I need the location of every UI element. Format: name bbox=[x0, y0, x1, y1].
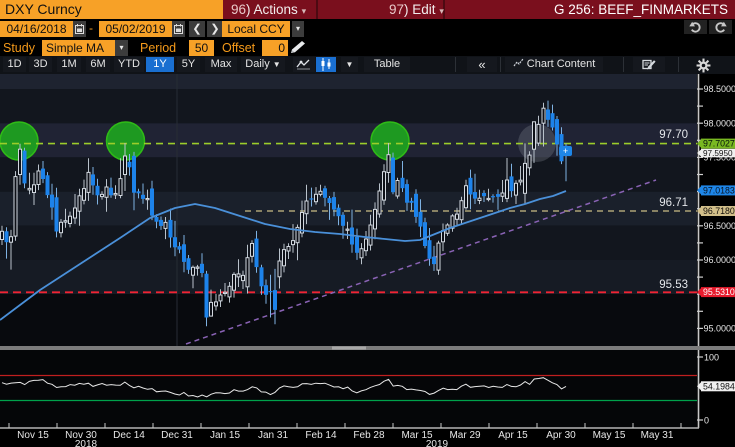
svg-text:Dec 14: Dec 14 bbox=[113, 430, 145, 441]
svg-text:May 31: May 31 bbox=[641, 430, 674, 441]
svg-text:96.7180: 96.7180 bbox=[703, 206, 735, 216]
svg-text:Nov 30: Nov 30 bbox=[65, 430, 97, 441]
svg-text:Jan 31: Jan 31 bbox=[258, 430, 288, 441]
svg-text:95.53: 95.53 bbox=[659, 279, 688, 291]
svg-text:2019: 2019 bbox=[426, 439, 449, 447]
svg-text:Mar 15: Mar 15 bbox=[401, 430, 433, 441]
svg-text:Apr 30: Apr 30 bbox=[546, 430, 576, 441]
svg-text:95.0000: 95.0000 bbox=[704, 324, 735, 334]
svg-text:Feb 14: Feb 14 bbox=[305, 430, 337, 441]
svg-text:Apr 15: Apr 15 bbox=[498, 430, 528, 441]
svg-text:Feb 28: Feb 28 bbox=[353, 430, 385, 441]
svg-text:97.70: 97.70 bbox=[659, 129, 688, 141]
svg-text:95.5310: 95.5310 bbox=[703, 287, 735, 297]
svg-text:98.5000: 98.5000 bbox=[704, 84, 735, 94]
svg-text:98.0000: 98.0000 bbox=[704, 118, 735, 128]
svg-text:97.0183: 97.0183 bbox=[703, 186, 735, 196]
svg-text:100: 100 bbox=[704, 352, 719, 362]
svg-text:Nov 15: Nov 15 bbox=[17, 430, 49, 441]
svg-text:97.5000: 97.5000 bbox=[704, 153, 735, 163]
svg-text:96.71: 96.71 bbox=[659, 197, 688, 209]
svg-text:Mar 29: Mar 29 bbox=[449, 430, 481, 441]
svg-text:96.0000: 96.0000 bbox=[704, 255, 735, 265]
svg-text:97.7027: 97.7027 bbox=[703, 139, 735, 149]
svg-text:54.1984: 54.1984 bbox=[703, 381, 735, 391]
svg-text:Dec 31: Dec 31 bbox=[161, 430, 193, 441]
svg-text:+: + bbox=[563, 146, 568, 156]
svg-text:May 15: May 15 bbox=[593, 430, 626, 441]
svg-text:97.5950: 97.5950 bbox=[703, 149, 733, 158]
svg-text:0: 0 bbox=[704, 415, 709, 425]
svg-text:Jan 15: Jan 15 bbox=[210, 430, 240, 441]
svg-text:2018: 2018 bbox=[75, 439, 98, 447]
svg-text:96.5000: 96.5000 bbox=[704, 221, 735, 231]
